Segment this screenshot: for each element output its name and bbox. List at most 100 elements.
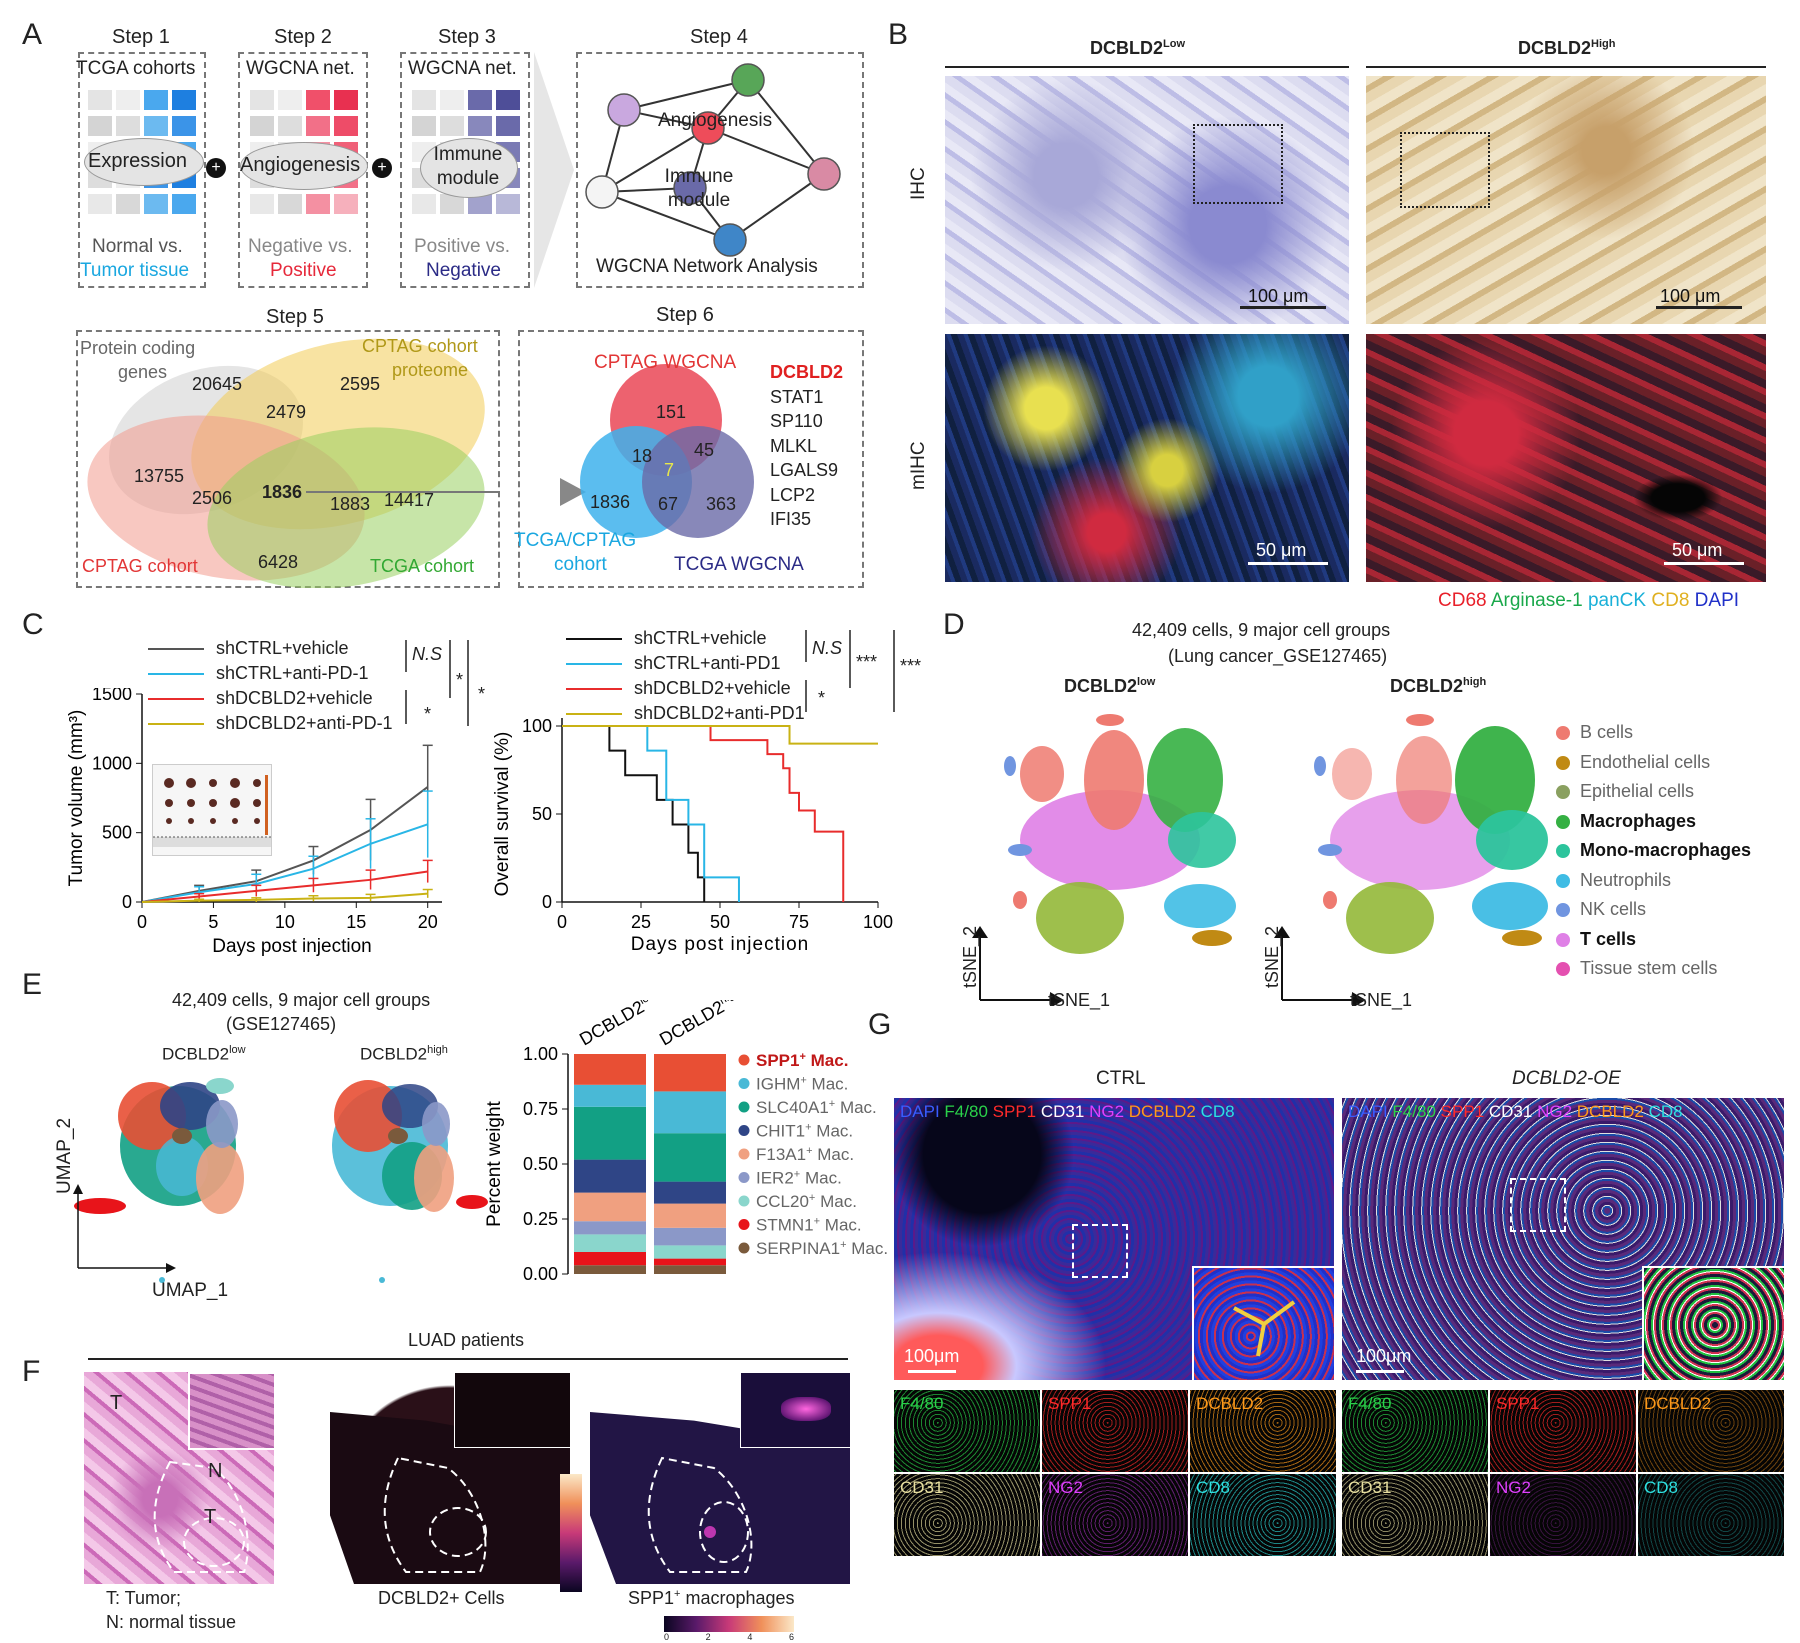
gene-item: LCP2 (770, 484, 816, 505)
y-tick-label: 0.75 (523, 1099, 558, 1119)
step3-foot2: Negative (426, 260, 501, 281)
channel-image: SPP1 (1490, 1390, 1636, 1472)
legend-text: shDCBLD2+vehicle (216, 688, 373, 708)
y-tick-label: 1000 (92, 753, 132, 773)
cap-text2: macrophages (680, 1588, 795, 1608)
legend-text: shDCBLD2+anti-PD1 (634, 703, 805, 723)
e-low-title: DCBLD2low (162, 1044, 246, 1065)
d-legend-item: Mono-macrophages (1556, 836, 1751, 866)
zoom-box (1400, 132, 1490, 208)
d-legend-text: NK cells (1580, 899, 1647, 919)
tsne-high-axes (1274, 926, 1366, 1006)
channel-image: NG2 (1490, 1474, 1636, 1556)
channel-label: SPP1 (1048, 1394, 1092, 1413)
f-title: LUAD patients (408, 1330, 525, 1350)
sig-label: * (818, 688, 826, 708)
g-ctrl-merge-image: 100μm (894, 1098, 1334, 1380)
legend-item: shDCBLD2+vehicle (566, 676, 805, 701)
ch-label: DCBLD2 (1576, 1102, 1644, 1121)
step2-title: Step 2 (274, 26, 332, 48)
venn-count: 2506 (192, 488, 233, 508)
tumor-photo (153, 775, 271, 847)
channel-image: CD31 (1342, 1474, 1488, 1556)
legend-sup: + (805, 1122, 811, 1134)
venn-label-cptag: CPTAG cohort (82, 556, 198, 576)
channel-signal (1190, 1390, 1336, 1472)
legend-text: shCTRL+anti-PD1 (634, 653, 781, 673)
g-ctrl-title: CTRL (1096, 1068, 1146, 1089)
venn-label-protein2: genes (118, 362, 168, 382)
step2-foot1-text: Negative vs. (248, 236, 353, 257)
x-axis-label: Days post injection (631, 934, 809, 955)
bar-segment (654, 1245, 726, 1259)
step6-venn (580, 364, 754, 538)
legend-line (148, 673, 204, 676)
gene-item: SP110 (770, 411, 823, 431)
panel-label-g: G (868, 1008, 892, 1041)
channel-image: NG2 (1042, 1474, 1188, 1556)
step1-foot1: Normal vs. (92, 236, 183, 257)
legend-label: F13A1+ Mac. (756, 1145, 854, 1164)
b-high-sup: High (1591, 38, 1616, 50)
channel-label: CD8 (1196, 1478, 1231, 1497)
ch-label: SPP1 (992, 1102, 1037, 1121)
legend-item: shDCBLD2+vehicle (148, 686, 393, 711)
d-legend-text: Mono-macrophages (1580, 840, 1752, 860)
legend-label: CCL20+ Mac. (756, 1192, 857, 1211)
legend-text: SERPINA1 (756, 1239, 840, 1258)
d-high-sup: high (1463, 676, 1487, 688)
survival-curve (562, 725, 845, 902)
legend-unit: Mac. (806, 1051, 849, 1070)
d-legend-text: Macrophages (1580, 810, 1697, 831)
zoom-box (1193, 124, 1283, 204)
bar-segment (574, 1192, 646, 1222)
step4-title: Step 4 (690, 26, 748, 48)
umap-low-plot (74, 1078, 244, 1283)
category-text: DCBLD2 (656, 1000, 728, 1049)
step6-label-tcgacptag2: cohort (554, 554, 607, 575)
channel-signal (1638, 1390, 1784, 1472)
spp1-inset (740, 1372, 850, 1448)
channel-signal (1042, 1390, 1188, 1472)
legend-cd8: CD8 (1651, 590, 1690, 611)
gene-item: DCBLD2 (770, 362, 844, 382)
legend-dot (1556, 726, 1570, 741)
category-label: DCBLD2high (656, 1000, 746, 1049)
legend-dot (1556, 755, 1570, 770)
legend-dot (738, 1125, 750, 1136)
ch-label: CD8 (1648, 1102, 1683, 1121)
legend-label: IGHM+ Mac. (756, 1075, 848, 1094)
y-tick-label: 0.25 (523, 1209, 558, 1229)
ch-label: F4/80 (1392, 1102, 1436, 1121)
hotspot (781, 1397, 831, 1421)
scale-bar (1248, 562, 1328, 565)
umap-x-label: UMAP_1 (152, 1280, 229, 1301)
step3-box (400, 52, 530, 288)
umap-y-label: UMAP_2 (54, 1117, 75, 1194)
venn6-count: 18 (632, 446, 653, 466)
g-ctrl-zoom-inset (1192, 1266, 1334, 1380)
bar-segment (574, 1054, 646, 1085)
umap-axes (73, 1184, 176, 1273)
ch-label: CD31 (1488, 1102, 1533, 1121)
d-legend-text: Endothelial cells (1580, 751, 1711, 772)
step6-label-tcga: TCGA WGCNA (674, 554, 804, 575)
step3-ellipse (420, 138, 518, 198)
step3-foot1: Positive vs. (414, 236, 511, 257)
legend-cd68: CD68 (1438, 590, 1487, 611)
survival-curve (562, 725, 878, 745)
legend-line (566, 638, 622, 641)
c-survival-chart: 0 50 100 0 25 50 75 100 Days post injection Overa… (492, 716, 893, 955)
scale-label: 100 μm (1660, 286, 1721, 306)
legend-line (566, 663, 622, 666)
legend-dot (738, 1078, 750, 1089)
scale-bar (1240, 306, 1326, 309)
channel-image: CD8 (1638, 1474, 1784, 1556)
bar-segment (574, 1234, 646, 1252)
legend-text: CCL20 (756, 1192, 809, 1211)
e-title1: 42,409 cells, 9 major cell groups (172, 990, 431, 1010)
tsne-high-x: tSNE_1 (1350, 990, 1413, 1010)
f-note2: N: normal tissue (106, 1612, 237, 1632)
b-low-sup: Low (1163, 38, 1186, 50)
g-oe-zoom-inset (1642, 1266, 1784, 1380)
